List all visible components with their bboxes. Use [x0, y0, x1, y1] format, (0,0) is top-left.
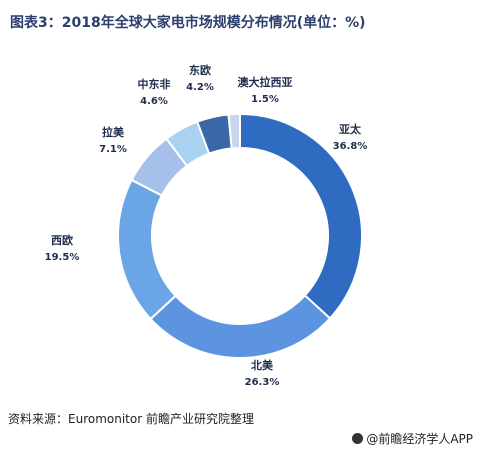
slice-label-3: 拉美 — [102, 125, 125, 139]
brand-watermark: @前瞻经济学人APP — [352, 430, 473, 447]
slice-label-6: 澳大拉西亚 — [238, 75, 293, 89]
slice-percent-0: 36.8% — [333, 141, 368, 152]
slice-label-0: 亚太 — [339, 122, 362, 136]
chart-title: 图表3：2018年全球大家电市场规模分布情况(单位：%) — [10, 15, 366, 31]
slice-percent-6: 1.5% — [251, 94, 279, 105]
slice-6 — [227, 112, 241, 150]
slice-percent-5: 4.2% — [186, 82, 214, 93]
slice-label-4: 中东非 — [138, 77, 171, 91]
slice-percent-1: 26.3% — [245, 377, 280, 388]
slice-2 — [117, 178, 177, 321]
slices-group — [117, 112, 363, 359]
labels-group: 亚太 36.8% 北美 26.3% 西欧 19.5% 拉美 7.1% 中东非 4.6% 东欧 4.2%… — [45, 63, 368, 388]
source-note: 资料来源：Euromonitor 前瞻产业研究院整理 — [8, 412, 254, 426]
slice-label-1: 北美 — [251, 358, 274, 372]
brand-text: @前瞻经济学人APP — [366, 432, 473, 446]
slice-1 — [149, 294, 332, 359]
slice-percent-2: 19.5% — [45, 252, 80, 263]
slice-percent-3: 7.1% — [99, 144, 127, 155]
slice-label-2: 西欧 — [51, 233, 73, 247]
slice-percent-4: 4.6% — [140, 96, 168, 107]
slice-label-5: 东欧 — [189, 63, 211, 77]
brand-logo-icon — [352, 433, 364, 444]
